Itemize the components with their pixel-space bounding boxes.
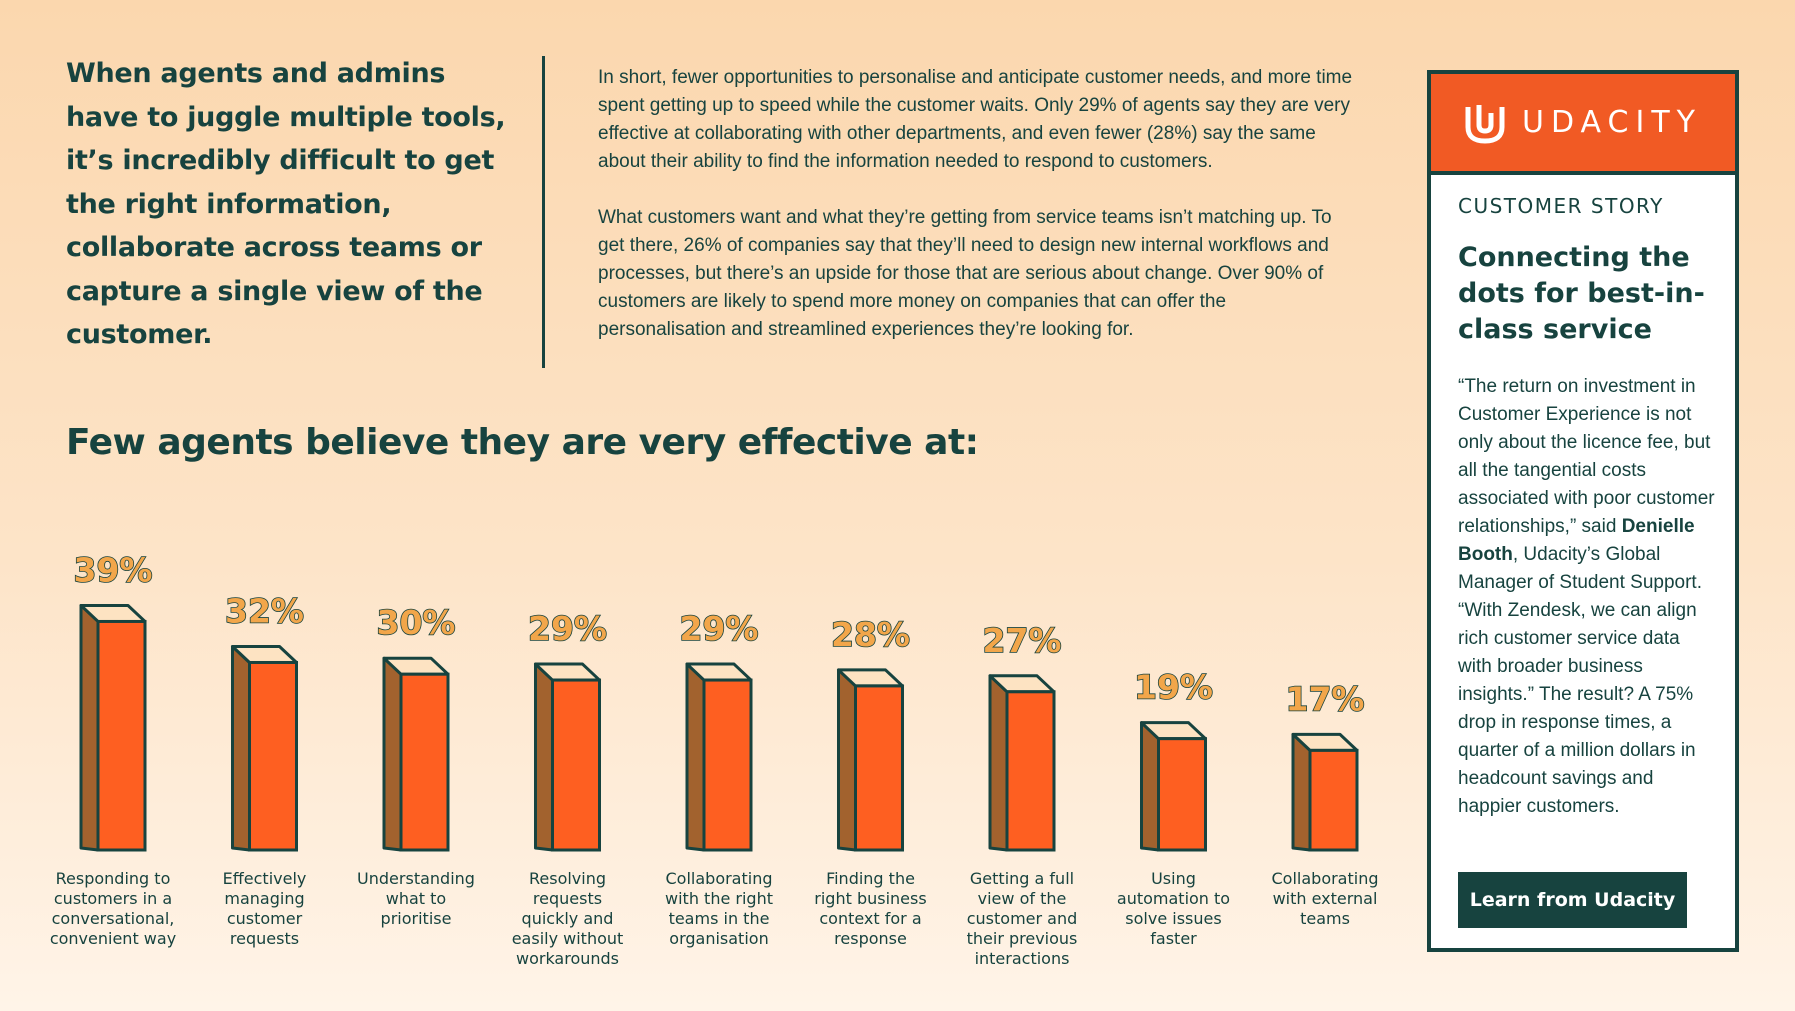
category-label-line: response [834,929,907,948]
bar-side-face [79,603,100,852]
learn-from-udacity-button[interactable]: Learn from Udacity [1458,872,1687,928]
card-title: Connecting the dots for best-in-class se… [1458,242,1705,345]
category-label-line: teams in the [669,909,770,928]
category-label-line: automation to [1117,889,1230,908]
bar-side-face [837,668,857,852]
category-label: Using automation to solve issues faster [1117,869,1230,948]
category-label-line: convenient way [50,929,176,948]
bar-front-face [1157,737,1207,852]
bar-front-face [248,660,298,852]
category-label-line: Effectively [223,869,307,888]
bar-4 [534,662,601,852]
udacity-logo-text: UDACITY [1522,105,1702,140]
vertical-divider [542,56,545,368]
bar-front-face [399,672,450,852]
category-label-line: Understanding [357,869,475,888]
customer-story-card: UDACITY CUSTOMER STORY Connecting the do… [1427,70,1739,952]
bar-front-face [702,678,753,852]
value-label: 29% [680,609,759,648]
category-label-line: context for a [819,909,921,928]
bar-side-face [534,662,554,852]
intro-heading: When agents and admins have to juggle mu… [66,58,506,350]
bar-5 [685,662,753,852]
bar-side-face [685,662,706,852]
category-label-line: Using [1151,869,1196,888]
category-label-line: easily without [512,929,624,948]
value-label: 19% [1134,668,1213,707]
card-label: CUSTOMER STORY [1458,194,1664,218]
category-label-line: Collaborating [666,869,773,888]
value-label: 30% [377,603,456,642]
category-label-line: with the right [665,889,773,908]
category-label-line: requests [230,929,299,948]
value-label: 29% [528,609,607,648]
bar-6 [837,668,904,852]
category-label-line: organisation [669,929,768,948]
body-text: In short, fewer opportunities to persona… [598,64,1358,372]
bar-side-face [1140,721,1160,852]
category-label-line: Resolving [529,869,606,888]
category-label: Finding the right business context for a re… [814,869,926,948]
category-label-line: Collaborating [1272,869,1379,888]
bar-front-face [854,684,904,852]
category-label-line: solve issues [1125,909,1221,928]
category-label-line: customers in a [54,889,172,908]
category-label-line: their previous [967,929,1078,948]
bar-8 [1140,721,1207,852]
bar-side-face [988,674,1009,852]
value-label: 28% [831,615,910,654]
bar-front-face [96,619,147,852]
quote-text-start: “The return on investment in Customer Ex… [1458,376,1715,537]
category-label: Getting a full view of the customer and the… [967,869,1078,968]
bar-side-face [382,656,403,852]
category-label: Effectively managing customer requests [223,869,307,948]
category-label: Resolving requests quickly and easily witho… [512,869,624,968]
category-label-line: requests [533,889,602,908]
value-label: 17% [1286,679,1365,718]
body-paragraph-1: In short, fewer opportunities to persona… [598,67,1353,172]
category-label-line: faster [1150,929,1197,948]
bar-3 [382,656,450,852]
quote-text-end: , Udacity’s Global Manager of Student Su… [1458,544,1702,817]
category-label-line: with external [1273,889,1378,908]
bar-front-face [551,678,601,852]
category-label: Understanding what to prioritise [357,869,475,928]
category-label: Responding to customers in a conversationa… [50,869,176,948]
category-label-line: customer and [967,909,1078,928]
category-label-line: what to [386,889,446,908]
category-label-line: quickly and [522,909,614,928]
body-paragraph-2: What customers want and what they’re get… [598,207,1332,340]
card-header: UDACITY [1431,74,1735,175]
bar-front-face [1308,748,1359,852]
bar-front-face [1005,690,1056,852]
category-label-line: conversational, [52,909,175,928]
value-label: 27% [983,621,1062,660]
category-label-line: workarounds [516,949,619,968]
category-label: Collaborating with the right teams in the o… [665,869,773,948]
bar-7 [988,674,1056,852]
quote-person-name: Denielle Booth [1458,516,1695,565]
category-label-line: Getting a full [970,869,1074,888]
category-label: Collaborating with external teams [1272,869,1379,928]
value-label: 32% [225,591,304,630]
card-quote: “The return on investment in Customer Ex… [1458,373,1718,821]
category-label-line: customer [227,909,303,928]
category-label-line: managing [224,889,304,908]
bar-side-face [231,644,251,852]
chart-title: Few agents believe they are very effecti… [66,422,979,463]
bar-chart: 39% Responding to customers in a conversati… [50,550,1379,968]
category-label-line: teams [1300,909,1350,928]
udacity-logo-icon [1465,104,1505,143]
category-label-line: view of the [978,889,1067,908]
category-label-line: interactions [975,949,1070,968]
category-label-line: Responding to [56,869,171,888]
value-label: 39% [74,550,153,589]
bar-1 [79,603,147,852]
category-label-line: right business [814,889,926,908]
category-label-line: prioritise [381,909,452,928]
category-label-line: Finding the [826,869,915,888]
bar-2 [231,644,298,852]
bar-side-face [1291,732,1312,852]
bar-9 [1291,732,1359,852]
